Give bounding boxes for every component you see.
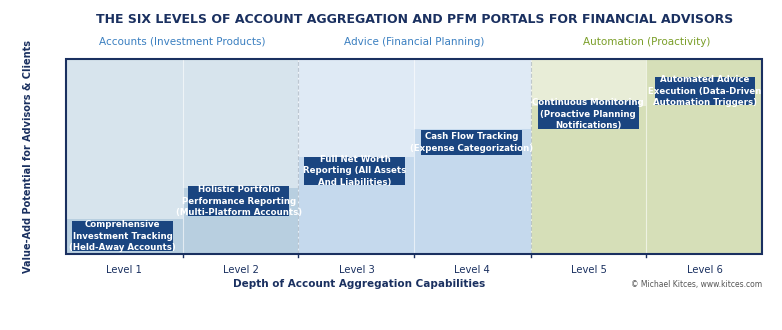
Text: Level 6: Level 6	[687, 265, 723, 275]
Text: Level 1: Level 1	[106, 265, 142, 275]
Text: Comprehensive
Investment Tracking
(Held-Away Accounts): Comprehensive Investment Tracking (Held-…	[69, 220, 176, 252]
Text: Automated Advice
Execution (Data-Driven
Automation Triggers): Automated Advice Execution (Data-Driven …	[648, 75, 762, 107]
Bar	[66, 59, 298, 254]
Text: Level 4: Level 4	[454, 265, 490, 275]
Bar	[188, 186, 289, 216]
Bar	[298, 59, 414, 157]
Text: Accounts (Investment Products): Accounts (Investment Products)	[99, 37, 266, 47]
Bar	[183, 59, 298, 188]
Text: Advice (Financial Planning): Advice (Financial Planning)	[344, 37, 485, 47]
Bar	[298, 59, 531, 254]
Text: Value-Add Potential for Advisors & Clients: Value-Add Potential for Advisors & Clien…	[23, 40, 33, 273]
Bar	[538, 100, 639, 128]
Text: Cash Flow Tracking
(Expense Categorization): Cash Flow Tracking (Expense Categorizati…	[411, 132, 533, 153]
Bar	[531, 59, 646, 106]
Bar	[72, 221, 173, 251]
Bar	[531, 59, 762, 254]
Text: Automation (Proactivity): Automation (Proactivity)	[583, 37, 710, 47]
Bar	[66, 59, 183, 219]
Text: Level 2: Level 2	[223, 265, 258, 275]
Bar	[655, 77, 755, 105]
Text: Level 3: Level 3	[339, 265, 375, 275]
Bar	[304, 157, 405, 185]
Text: Holistic Portfolio
Performance Reporting
(Multi-Platform Accounts): Holistic Portfolio Performance Reporting…	[176, 185, 302, 217]
Bar	[414, 59, 531, 129]
Text: © Michael Kitces, www.kitces.com: © Michael Kitces, www.kitces.com	[631, 280, 762, 289]
Text: Depth of Account Aggregation Capabilities: Depth of Account Aggregation Capabilitie…	[233, 280, 485, 289]
Text: THE SIX LEVELS OF ACCOUNT AGGREGATION AND PFM PORTALS FOR FINANCIAL ADVISORS: THE SIX LEVELS OF ACCOUNT AGGREGATION AN…	[96, 13, 733, 26]
Bar	[421, 130, 522, 155]
Text: Full Net Worth
Reporting (All Assets
And Liabilities): Full Net Worth Reporting (All Assets And…	[303, 155, 407, 187]
Text: Continuous Monitoring
(Proactive Planning
Notifications): Continuous Monitoring (Proactive Plannin…	[533, 98, 644, 130]
Text: Level 5: Level 5	[571, 265, 606, 275]
